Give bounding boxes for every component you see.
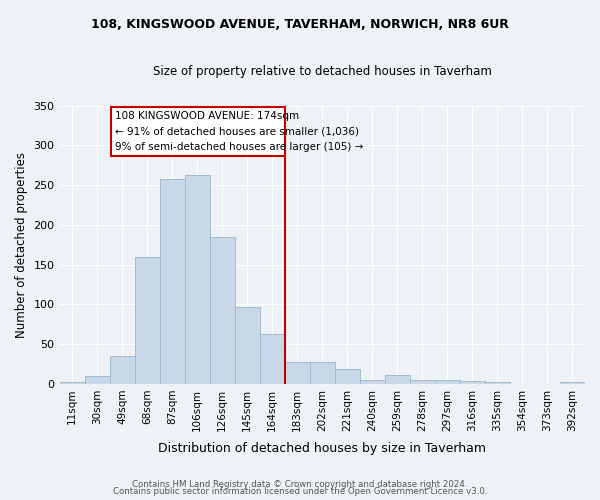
Bar <box>435 380 460 384</box>
Bar <box>360 380 385 384</box>
Text: Contains HM Land Registry data © Crown copyright and database right 2024.: Contains HM Land Registry data © Crown c… <box>132 480 468 489</box>
Text: Contains public sector information licensed under the Open Government Licence v3: Contains public sector information licen… <box>113 488 487 496</box>
FancyBboxPatch shape <box>111 107 285 156</box>
Bar <box>460 380 485 384</box>
Text: 108 KINGSWOOD AVENUE: 174sqm
← 91% of detached houses are smaller (1,036)
9% of : 108 KINGSWOOD AVENUE: 174sqm ← 91% of de… <box>115 111 363 152</box>
Bar <box>335 369 360 384</box>
Bar <box>160 178 185 384</box>
Bar <box>134 256 160 384</box>
X-axis label: Distribution of detached houses by size in Taverham: Distribution of detached houses by size … <box>158 442 486 455</box>
Bar <box>260 334 285 384</box>
Text: 108, KINGSWOOD AVENUE, TAVERHAM, NORWICH, NR8 6UR: 108, KINGSWOOD AVENUE, TAVERHAM, NORWICH… <box>91 18 509 30</box>
Bar <box>410 380 435 384</box>
Bar <box>110 356 134 384</box>
Bar <box>560 382 585 384</box>
Bar <box>385 375 410 384</box>
Bar <box>485 382 510 384</box>
Y-axis label: Number of detached properties: Number of detached properties <box>15 152 28 338</box>
Bar <box>209 237 235 384</box>
Bar <box>185 174 209 384</box>
Bar <box>285 362 310 384</box>
Bar <box>85 376 110 384</box>
Bar <box>59 382 85 384</box>
Title: Size of property relative to detached houses in Taverham: Size of property relative to detached ho… <box>153 65 492 78</box>
Bar <box>235 307 260 384</box>
Bar <box>310 362 335 384</box>
